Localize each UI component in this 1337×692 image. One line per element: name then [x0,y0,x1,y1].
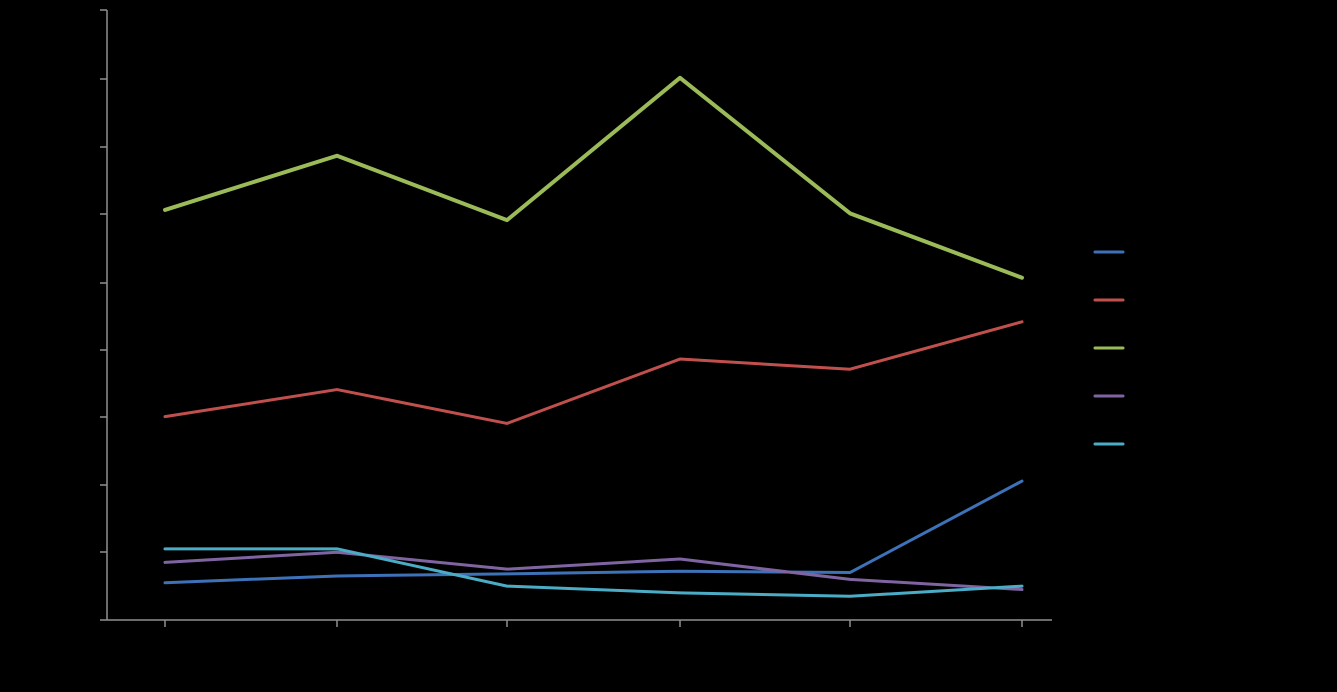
chart-svg [0,0,1337,692]
line-chart [0,0,1337,692]
